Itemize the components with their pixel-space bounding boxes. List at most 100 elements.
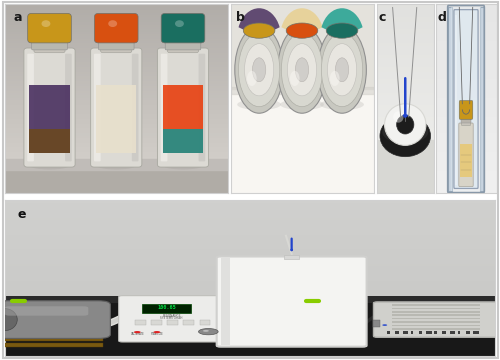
Bar <box>436 124 496 126</box>
Bar <box>5 15 228 18</box>
Bar <box>460 119 471 123</box>
Bar <box>376 126 434 129</box>
FancyBboxPatch shape <box>96 85 136 153</box>
Bar <box>387 330 390 334</box>
Bar <box>5 285 495 287</box>
Bar <box>376 20 434 22</box>
Bar <box>436 112 496 114</box>
Bar <box>5 150 228 152</box>
FancyBboxPatch shape <box>163 85 203 153</box>
Bar <box>436 41 496 44</box>
Bar <box>5 236 495 239</box>
Bar <box>5 179 228 181</box>
Bar <box>376 131 434 134</box>
Bar <box>376 49 434 51</box>
Bar <box>376 122 434 124</box>
FancyBboxPatch shape <box>0 301 110 338</box>
FancyBboxPatch shape <box>32 40 68 50</box>
Bar <box>5 27 228 30</box>
Bar <box>5 296 495 303</box>
Bar <box>5 263 495 265</box>
Bar <box>436 82 496 84</box>
Wedge shape <box>238 8 280 37</box>
Bar <box>436 65 496 67</box>
Bar <box>376 103 434 105</box>
Text: d: d <box>438 11 447 24</box>
Bar <box>436 84 496 86</box>
Bar <box>436 4 496 6</box>
Bar <box>5 155 228 157</box>
Bar <box>5 138 228 141</box>
Bar <box>376 4 434 6</box>
Bar <box>5 282 495 285</box>
Bar <box>436 32 496 34</box>
Bar <box>436 183 496 185</box>
Ellipse shape <box>296 58 308 82</box>
Bar <box>163 129 203 153</box>
Bar <box>5 148 228 150</box>
Bar <box>5 110 228 112</box>
Bar <box>376 34 434 37</box>
Bar <box>5 84 228 86</box>
Bar <box>436 39 496 41</box>
Bar <box>376 117 434 120</box>
Bar <box>403 330 408 334</box>
FancyBboxPatch shape <box>168 34 198 53</box>
Bar <box>436 30 496 32</box>
Ellipse shape <box>98 163 135 170</box>
Bar <box>376 114 434 117</box>
Bar <box>0 330 103 334</box>
Text: a: a <box>14 11 22 24</box>
Bar <box>5 39 228 41</box>
Bar <box>5 67 228 70</box>
Bar <box>5 11 228 13</box>
Bar <box>376 18 434 20</box>
Bar <box>436 188 496 190</box>
Wedge shape <box>322 8 362 37</box>
Bar <box>5 268 495 270</box>
Bar <box>392 321 480 323</box>
Bar <box>436 6 496 8</box>
Bar <box>436 169 496 171</box>
Bar <box>376 164 434 167</box>
Bar <box>376 150 434 152</box>
FancyBboxPatch shape <box>459 100 473 119</box>
Bar <box>436 79 496 82</box>
Bar <box>5 270 495 273</box>
Bar <box>436 27 496 30</box>
Bar <box>376 75 434 77</box>
Bar <box>376 60 434 63</box>
Bar <box>5 122 228 124</box>
Ellipse shape <box>393 111 404 123</box>
Bar <box>436 55 496 58</box>
FancyBboxPatch shape <box>216 256 366 347</box>
Bar <box>474 330 479 334</box>
Bar <box>436 176 496 179</box>
Ellipse shape <box>278 26 326 113</box>
Ellipse shape <box>326 23 358 38</box>
Bar <box>376 181 434 183</box>
Bar <box>436 53 496 55</box>
Bar <box>167 320 178 325</box>
Bar <box>376 138 434 141</box>
Bar <box>5 41 228 44</box>
Ellipse shape <box>288 44 316 96</box>
Bar <box>5 114 228 117</box>
Bar <box>376 112 434 114</box>
Bar <box>5 181 228 183</box>
Bar <box>392 318 480 319</box>
Bar <box>376 145 434 148</box>
Bar <box>436 145 496 148</box>
Bar <box>436 155 496 157</box>
Bar <box>436 96 496 98</box>
Text: e: e <box>17 208 26 221</box>
Bar <box>376 183 434 185</box>
Bar <box>376 140 434 193</box>
Bar <box>436 8 496 11</box>
Bar <box>5 278 495 280</box>
FancyBboxPatch shape <box>94 13 138 43</box>
Bar <box>436 138 496 141</box>
Bar <box>5 152 228 155</box>
Bar <box>426 330 432 334</box>
Ellipse shape <box>252 58 266 82</box>
